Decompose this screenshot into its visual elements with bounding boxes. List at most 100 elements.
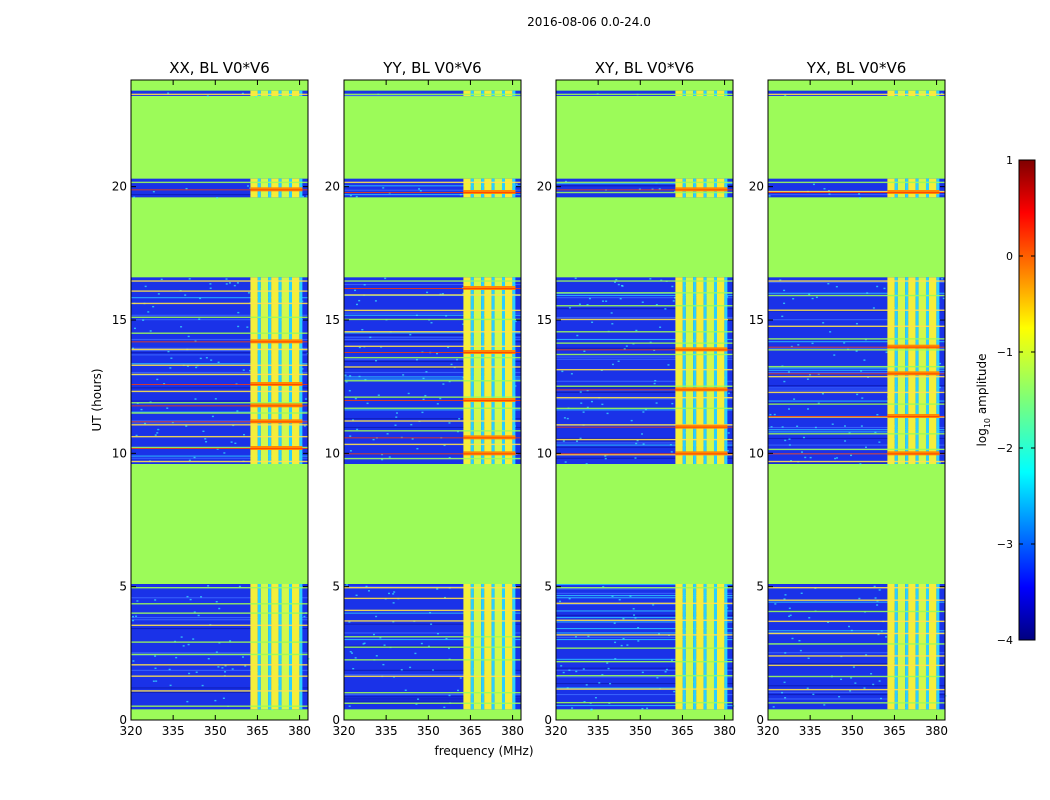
- noise-speckle: [878, 441, 881, 443]
- noise-speckle: [456, 358, 459, 361]
- noise-speckle: [375, 359, 378, 362]
- x-tick-label: 320: [333, 724, 356, 738]
- y-tick-label: 10: [749, 446, 764, 460]
- noise-streak: [556, 628, 733, 630]
- noise-speckle: [586, 304, 589, 306]
- noise-speckle: [811, 297, 814, 300]
- rfi-line: [768, 294, 945, 297]
- noise-speckle: [641, 707, 644, 710]
- rfi-line: [768, 349, 945, 351]
- rfi-line: [768, 365, 945, 368]
- noise-speckle: [427, 645, 430, 648]
- hot-rfi-line: [768, 453, 945, 455]
- noise-streak: [556, 391, 733, 393]
- rfi-band-gap: [925, 178, 929, 198]
- rfi-band-gap: [512, 90, 516, 96]
- noise-streak: [556, 183, 733, 185]
- noise-speckle: [411, 438, 414, 440]
- noise-streak: [556, 592, 733, 594]
- noise-streak: [556, 676, 733, 678]
- rfi-line: [768, 587, 945, 589]
- rfi-line: [556, 292, 733, 294]
- rfi-band-strip: [716, 584, 725, 710]
- noise-speckle: [185, 187, 188, 190]
- colorbar-tick-label: −1: [997, 346, 1013, 359]
- noise-speckle: [301, 368, 304, 370]
- noise-speckle: [598, 682, 601, 684]
- rfi-line: [556, 191, 733, 194]
- rfi-line: [344, 646, 521, 648]
- noise-speckle: [859, 197, 862, 199]
- noise-speckle: [410, 423, 413, 426]
- noise-speckle: [415, 358, 418, 361]
- rfi-band-gap: [905, 277, 909, 464]
- noise-speckle: [154, 667, 157, 669]
- rfi-band-strip: [504, 178, 513, 198]
- noise-speckle: [874, 597, 877, 599]
- noise-streak: [131, 669, 308, 671]
- noise-speckle: [424, 394, 427, 397]
- rfi-band-gap: [299, 277, 303, 464]
- noise-streak: [556, 297, 733, 299]
- noise-speckle: [349, 435, 352, 437]
- noise-speckle: [877, 633, 880, 636]
- rfi-band-gap: [299, 584, 303, 710]
- noise-speckle: [559, 600, 562, 603]
- hot-rfi-line: [556, 389, 733, 391]
- noise-speckle: [402, 374, 405, 376]
- rfi-line: [131, 603, 308, 605]
- noise-speckle: [789, 614, 792, 617]
- rfi-band-strip: [291, 277, 300, 464]
- noise-speckle: [784, 697, 787, 699]
- noise-speckle: [156, 432, 159, 434]
- noise-speckle: [233, 284, 236, 287]
- rfi-band-strip: [706, 584, 714, 710]
- noise-speckle: [655, 303, 658, 306]
- noise-speckle: [788, 408, 791, 410]
- rfi-line: [344, 318, 521, 321]
- rfi-band-strip: [887, 178, 895, 198]
- rfi-band-strip: [271, 584, 279, 710]
- rfi-line: [768, 181, 945, 184]
- noise-speckle: [456, 430, 459, 433]
- noise-speckle: [374, 300, 377, 302]
- noise-speckle: [562, 671, 565, 674]
- noise-speckle: [409, 333, 412, 336]
- noise-speckle: [169, 367, 172, 369]
- rfi-line: [344, 443, 521, 446]
- noise-streak: [344, 312, 521, 314]
- noise-streak: [768, 341, 945, 343]
- noise-streak: [556, 308, 733, 310]
- noise-speckle: [238, 585, 241, 588]
- rfi-line: [768, 325, 945, 328]
- noise-speckle: [358, 346, 361, 349]
- noise-speckle: [653, 382, 656, 385]
- noise-streak: [556, 694, 733, 696]
- noise-speckle: [674, 190, 677, 193]
- y-tick-label: 0: [119, 713, 127, 727]
- noise-speckle: [941, 278, 944, 280]
- heatmap-panel: YX, BL V0*V6 320 335 350 365 380 0 5 10 15 20: [749, 59, 948, 738]
- noise-speckle: [447, 346, 450, 349]
- rfi-line: [556, 424, 733, 426]
- noise-speckle: [152, 305, 155, 308]
- noise-speckle: [855, 322, 858, 325]
- rfi-line: [768, 403, 945, 405]
- hot-rfi-line: [131, 384, 308, 385]
- noise-streak: [131, 349, 308, 352]
- noise-speckle: [348, 621, 351, 623]
- noise-speckle: [441, 293, 444, 295]
- hot-rfi-line: [344, 288, 521, 289]
- noise-speckle: [384, 277, 387, 280]
- noise-streak: [344, 418, 521, 420]
- noise-streak: [344, 332, 521, 334]
- rfi-line: [768, 688, 945, 691]
- rfi-band-strip: [504, 277, 513, 464]
- rfi-band-strip: [685, 90, 694, 96]
- noise-speckle: [429, 612, 432, 614]
- noise-streak: [556, 347, 733, 349]
- noise-speckle: [773, 413, 776, 416]
- noise-speckle: [808, 374, 811, 376]
- rfi-band-gap: [257, 90, 261, 96]
- rfi-band-gap: [703, 277, 707, 464]
